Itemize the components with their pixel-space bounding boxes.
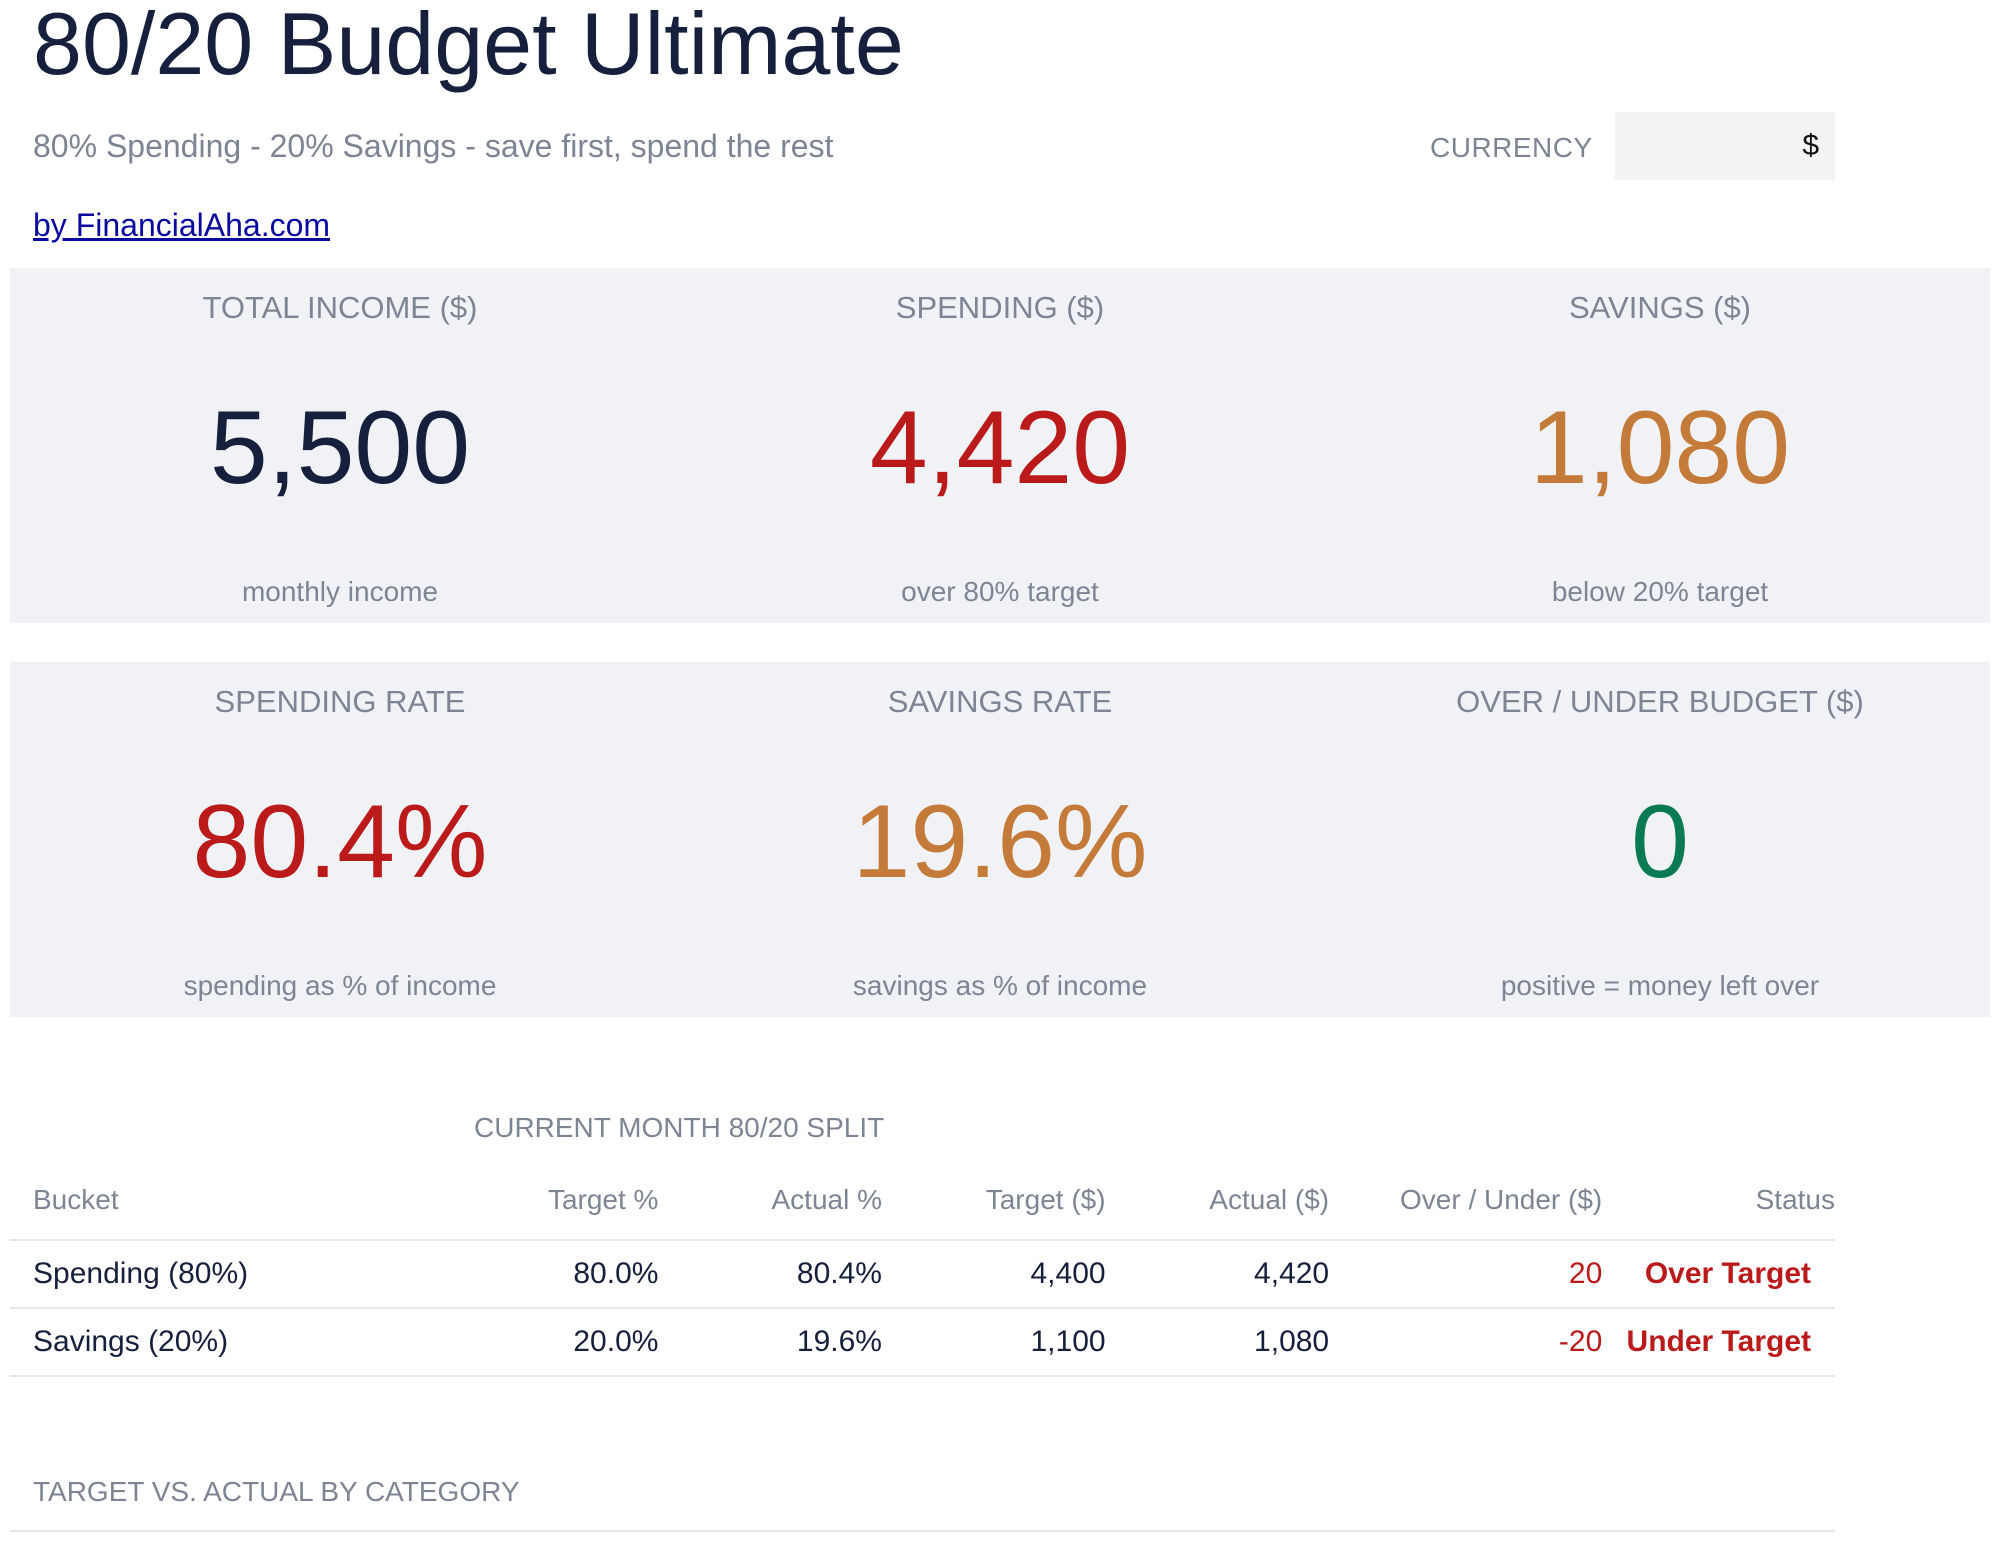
currency-input[interactable]: $ (1615, 112, 1835, 180)
column-header: Actual % (658, 1160, 882, 1241)
column-header: Status (1602, 1160, 1835, 1241)
kpi-note: savings as % of income (852, 970, 1148, 1001)
kpi-panel-rates: SPENDING RATE 80.4% spending as % of inc… (10, 662, 1990, 1017)
kpi-label: OVER / UNDER BUDGET ($) (1456, 684, 1864, 719)
target-pct-cell: 80.0% (434, 1240, 659, 1309)
kpi-label: SAVINGS ($) (1568, 290, 1752, 325)
column-header: Target % (434, 1160, 659, 1241)
status-cell: Under Target (1602, 1308, 1835, 1377)
actual-pct-cell: 80.4% (658, 1240, 882, 1309)
kpi-note: monthly income (241, 576, 439, 607)
actual-amount-cell: 4,420 (1105, 1240, 1330, 1309)
table-header-row: Bucket Target % Actual % Target ($) Actu… (10, 1160, 1835, 1241)
kpi-note: below 20% target (1551, 576, 1769, 607)
bucket-cell: Savings (20%) (10, 1308, 435, 1377)
kpi-savings: SAVINGS ($) 1,080 below 20% target (1330, 268, 1990, 623)
page-subtitle: 80% Spending - 20% Savings - save first,… (33, 128, 834, 164)
over-under-cell: 20 (1329, 1240, 1603, 1309)
kpi-value: 80.4% (192, 784, 488, 900)
target-amount-cell: 1,100 (882, 1308, 1106, 1377)
split-table: Bucket Target % Actual % Target ($) Actu… (10, 1160, 1835, 1377)
status-cell: Over Target (1602, 1240, 1835, 1309)
column-header: Target ($) (882, 1160, 1106, 1241)
kpi-value: 1,080 (1529, 390, 1791, 506)
category-section-title: TARGET VS. ACTUAL BY CATEGORY (33, 1476, 520, 1507)
column-header: Actual ($) (1105, 1160, 1330, 1241)
kpi-note: spending as % of income (183, 970, 497, 1001)
currency-label: CURRENCY (1430, 132, 1593, 163)
kpi-spending: SPENDING ($) 4,420 over 80% target (670, 268, 1330, 623)
kpi-note: over 80% target (901, 576, 1099, 607)
section-divider (10, 1530, 1835, 1532)
kpi-spending-rate: SPENDING RATE 80.4% spending as % of inc… (10, 662, 670, 1017)
kpi-panel-amounts: TOTAL INCOME ($) 5,500 monthly income SP… (10, 268, 1990, 623)
page-title: 80/20 Budget Ultimate (33, 0, 904, 93)
actual-pct-cell: 19.6% (658, 1308, 882, 1377)
actual-amount-cell: 1,080 (1105, 1308, 1330, 1377)
table-row: Savings (20%) 20.0% 19.6% 1,100 1,080 -2… (10, 1308, 1835, 1377)
kpi-over-under-budget: OVER / UNDER BUDGET ($) 0 positive = mon… (1330, 662, 1990, 1017)
column-header: Bucket (10, 1160, 435, 1241)
target-pct-cell: 20.0% (434, 1308, 659, 1377)
kpi-value: 0 (1631, 784, 1689, 900)
target-amount-cell: 4,400 (882, 1240, 1106, 1309)
kpi-value: 4,420 (869, 390, 1131, 506)
kpi-label: SPENDING RATE (214, 684, 466, 719)
split-section-title: CURRENT MONTH 80/20 SPLIT (474, 1112, 885, 1143)
author-link[interactable]: by FinancialAha.com (33, 207, 331, 243)
column-header: Over / Under ($) (1329, 1160, 1603, 1241)
kpi-value: 5,500 (209, 390, 471, 506)
kpi-label: SPENDING ($) (895, 290, 1105, 325)
kpi-value: 19.6% (852, 784, 1148, 900)
kpi-note: positive = money left over (1500, 970, 1820, 1001)
kpi-savings-rate: SAVINGS RATE 19.6% savings as % of incom… (670, 662, 1330, 1017)
bucket-cell: Spending (80%) (10, 1240, 435, 1309)
kpi-label: TOTAL INCOME ($) (202, 290, 478, 325)
table-row: Spending (80%) 80.0% 80.4% 4,400 4,420 2… (10, 1240, 1835, 1309)
kpi-label: SAVINGS RATE (887, 684, 1113, 719)
over-under-cell: -20 (1329, 1308, 1603, 1377)
kpi-total-income: TOTAL INCOME ($) 5,500 monthly income (10, 268, 670, 623)
